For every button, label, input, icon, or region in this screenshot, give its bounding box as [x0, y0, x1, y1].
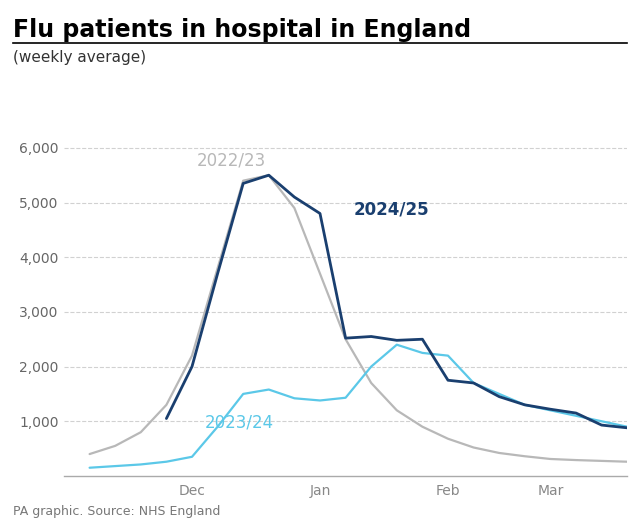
Text: PA graphic. Source: NHS England: PA graphic. Source: NHS England	[13, 505, 220, 518]
Text: 2022/23: 2022/23	[197, 152, 266, 170]
Text: 2024/25: 2024/25	[353, 201, 429, 219]
Text: (weekly average): (weekly average)	[13, 50, 146, 65]
Text: 2023/24: 2023/24	[205, 413, 274, 431]
Text: Flu patients in hospital in England: Flu patients in hospital in England	[13, 18, 471, 42]
